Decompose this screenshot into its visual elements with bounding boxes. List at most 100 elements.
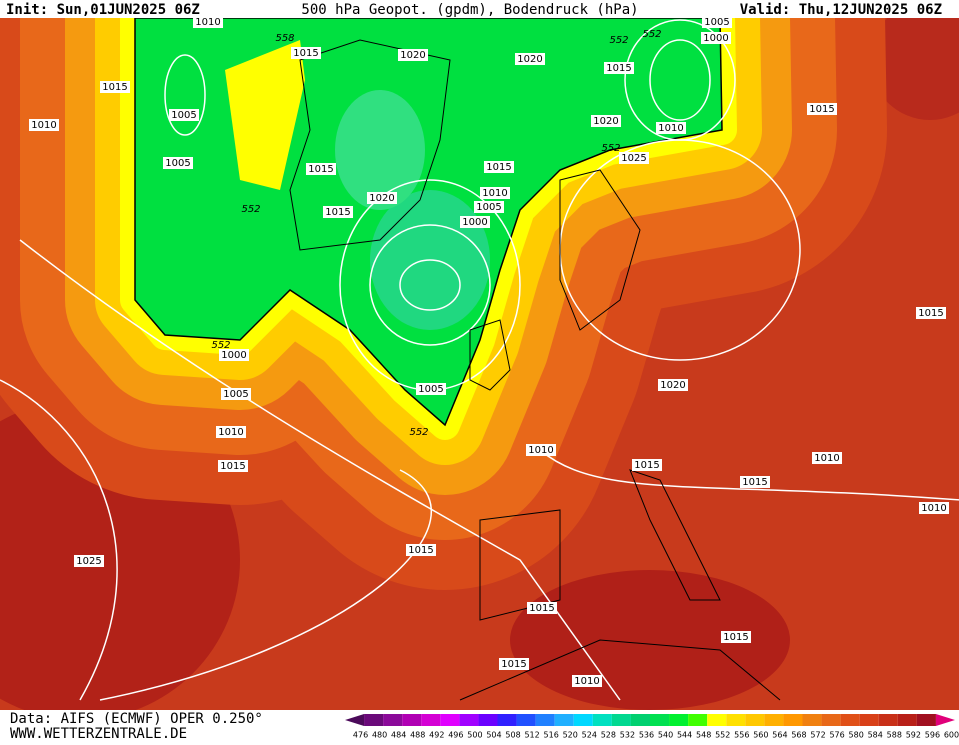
legend-label: 592 [906,731,921,740]
legend-swatch [726,714,746,726]
isobar-label-bg [291,47,321,59]
isobar-label-bg [480,187,510,199]
legend-label: 484 [391,731,406,740]
legend-label: 568 [791,731,806,740]
legend-swatch [421,714,441,726]
legend-swatch [440,714,460,726]
isobar-label-bg [658,379,688,391]
legend-arrow [935,714,955,726]
legend-label: 584 [868,731,883,740]
isobar-label-bg [398,49,428,61]
legend-swatch [364,714,384,726]
legend-label: 508 [505,731,520,740]
legend-label: 516 [544,731,559,740]
legend-swatch [630,714,650,726]
isobar-label-bg [740,476,770,488]
isobar-label: 1020 [660,380,685,391]
color-legend: 476 480 484 488 492 496 500 504 508 512 516 520 524 5… [345,714,959,740]
isobar-label-bg [721,631,751,643]
legend-swatch [764,714,784,726]
isobar-label: 1000 [703,33,728,44]
geopotential-label: 552 [642,29,661,40]
isobar-label: 1000 [221,350,246,361]
legend-swatch [783,714,803,726]
isobar-label-bg [221,388,251,400]
isobar-label: 1010 [218,427,243,438]
geopotential-label: 552 [609,35,628,46]
isobar-label-bg [406,544,436,556]
legend-swatch [497,714,517,726]
legend-swatch [802,714,822,726]
isobar-label-bg [193,16,223,28]
isobar-label-bg [323,206,353,218]
legend-label: 504 [486,731,501,740]
isobar-label-bg [527,602,557,614]
legend-swatch [859,714,879,726]
header-bar [0,0,959,18]
isobar-label-bg [604,62,634,74]
isobar-label-bg [656,122,686,134]
isobar-label-bg [163,157,193,169]
legend-swatch [592,714,612,726]
isobar-label: 1005 [418,384,443,395]
isobar-label-bg [515,53,545,65]
legend-swatch [402,714,422,726]
legend-arrow [345,714,365,726]
legend-label: 480 [372,731,387,740]
legend-label: 596 [925,731,940,740]
geopotential-label: 552 [241,204,260,215]
init-time: Init: Sun,01JUN2025 06Z [6,2,200,18]
isobar-label: 1015 [408,545,433,556]
isobar-label: 1020 [593,116,618,127]
isobar-label: 1015 [325,207,350,218]
isobar-label: 1010 [31,120,56,131]
isobar-label: 1015 [606,63,631,74]
isobar-label: 1015 [634,460,659,471]
isobar-label: 1005 [171,110,196,121]
legend-label: 540 [658,731,673,740]
legend-swatch [383,714,403,726]
isobar-label: 1005 [223,389,248,400]
legend-swatch [707,714,727,726]
legend-swatch [897,714,917,726]
isobar-label: 1010 [195,17,220,28]
legend-label: 580 [849,731,864,740]
isobar-label-bg [416,383,446,395]
isobar-label: 1015 [486,162,511,173]
isobar-label-bg [572,675,602,687]
isobar-label: 1015 [220,461,245,472]
isobar-label: 1020 [517,54,542,65]
legend-swatch [669,714,689,726]
field-low [335,90,425,210]
isobar-label-bg [219,349,249,361]
legend-swatch [459,714,479,726]
legend-label: 476 [353,731,368,740]
isobar-label-bg [100,81,130,93]
legend-swatch [650,714,670,726]
map-area [0,0,959,720]
legend-label: 556 [734,731,749,740]
isobar-label: 1010 [574,676,599,687]
legend-label: 544 [677,731,692,740]
geopotential-label: 552 [211,340,230,351]
isobar-label-bg [526,444,556,456]
isobar-label: 1015 [742,477,767,488]
legend-label: 588 [887,731,902,740]
field-ridge [225,40,305,190]
legend-label: 552 [715,731,730,740]
legend-label: 488 [410,731,425,740]
valid-time: Valid: Thu,12JUN2025 06Z [740,2,942,18]
isobar-label: 1005 [476,202,501,213]
isobar-label: 1010 [921,503,946,514]
isobar-label: 1015 [723,632,748,643]
isobar-label-bg [701,32,731,44]
isobar-label: 1020 [400,50,425,61]
isobar-label: 1020 [369,193,394,204]
legend-label: 564 [772,731,787,740]
isobar-label: 1015 [809,104,834,115]
geopotential-label: 552 [409,427,428,438]
legend-label: 500 [467,731,482,740]
legend-swatch [821,714,841,726]
isobar-label-bg [74,555,104,567]
legend-swatch [688,714,708,726]
